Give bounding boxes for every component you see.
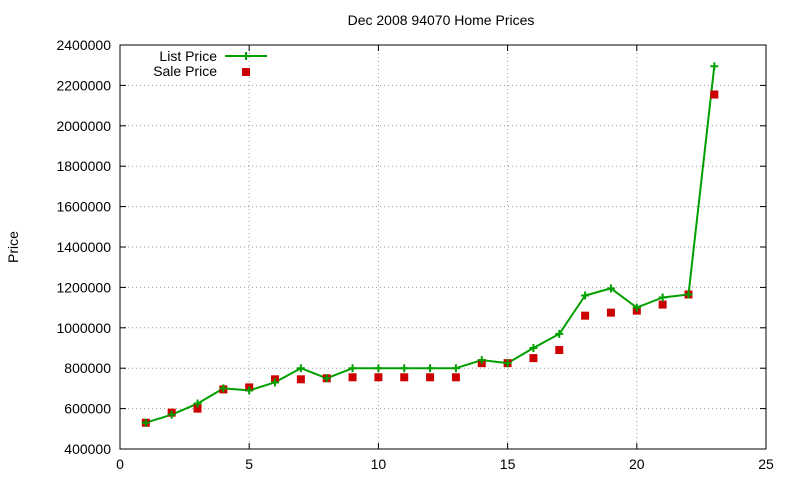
y-tick-label: 1800000	[56, 158, 111, 174]
list-price-point	[400, 364, 409, 373]
x-tick-label: 15	[500, 456, 516, 472]
sale-price-point	[348, 373, 357, 382]
sale-price-point	[193, 404, 202, 413]
y-axis-label: Price	[5, 231, 21, 263]
list-price-point	[555, 329, 564, 338]
legend-label-list-price: List Price	[159, 48, 217, 64]
legend: List Price Sale Price	[153, 48, 267, 79]
y-tick-label: 400000	[64, 441, 111, 457]
legend-marker-list-price	[242, 52, 250, 60]
list-price-point	[529, 344, 538, 352]
grid	[120, 45, 766, 449]
x-tick-label: 20	[629, 456, 645, 472]
list-price-point	[219, 384, 228, 393]
sale-price-point	[658, 300, 667, 309]
list-price-point	[322, 374, 331, 383]
list-price-point	[348, 364, 357, 373]
y-tick-label: 1200000	[56, 279, 111, 295]
list-price-point	[632, 303, 641, 312]
legend-label-sale-price: Sale Price	[153, 63, 217, 79]
sale-price-point	[296, 375, 305, 384]
list-price-point	[684, 290, 693, 299]
x-tick-label: 25	[758, 456, 774, 472]
sale-price-point	[581, 311, 590, 320]
list-price-point	[141, 418, 150, 427]
x-tick-label: 5	[245, 456, 253, 472]
chart-title: Dec 2008 94070 Home Prices	[348, 12, 535, 28]
list-price-point	[426, 364, 435, 373]
y-tick-label: 2200000	[56, 77, 111, 93]
list-price-point	[374, 364, 383, 373]
list-price-point	[451, 364, 460, 373]
list-price-point	[710, 62, 719, 71]
list-price-point	[167, 410, 176, 419]
x-tick-label: 0	[116, 456, 124, 472]
sale-price-point	[426, 373, 435, 382]
list-price-point	[193, 399, 202, 408]
list-price-point	[245, 386, 254, 395]
sale-price-point	[529, 354, 538, 363]
sale-price-point	[555, 346, 564, 355]
y-tick-label: 600000	[64, 401, 111, 417]
y-tick-label: 2000000	[56, 118, 111, 134]
y-tick-label: 1600000	[56, 199, 111, 215]
sale-price-point	[374, 373, 383, 382]
sale-price-point	[606, 308, 615, 317]
y-tick-label: 2400000	[56, 37, 111, 53]
list-price-point	[503, 359, 512, 368]
list-price-point	[581, 291, 590, 300]
list-price-point	[271, 378, 280, 387]
y-tick-label: 1400000	[56, 239, 111, 255]
list-price-point	[606, 284, 615, 293]
ticks: 0 5 10 15 20 25 400000 600000 800000 1000000 12000…	[56, 37, 774, 472]
list-price-point	[658, 293, 667, 302]
y-tick-label: 1000000	[56, 320, 111, 336]
x-tick-label: 10	[371, 456, 387, 472]
sale-price-point	[710, 90, 719, 99]
legend-marker-sale-price	[242, 68, 250, 76]
list-price-point	[296, 364, 305, 373]
sale-price-point	[451, 373, 460, 382]
list-price-point	[477, 356, 486, 365]
sale-price-point	[400, 373, 409, 382]
series-layer	[141, 62, 719, 427]
y-tick-label: 800000	[64, 360, 111, 376]
